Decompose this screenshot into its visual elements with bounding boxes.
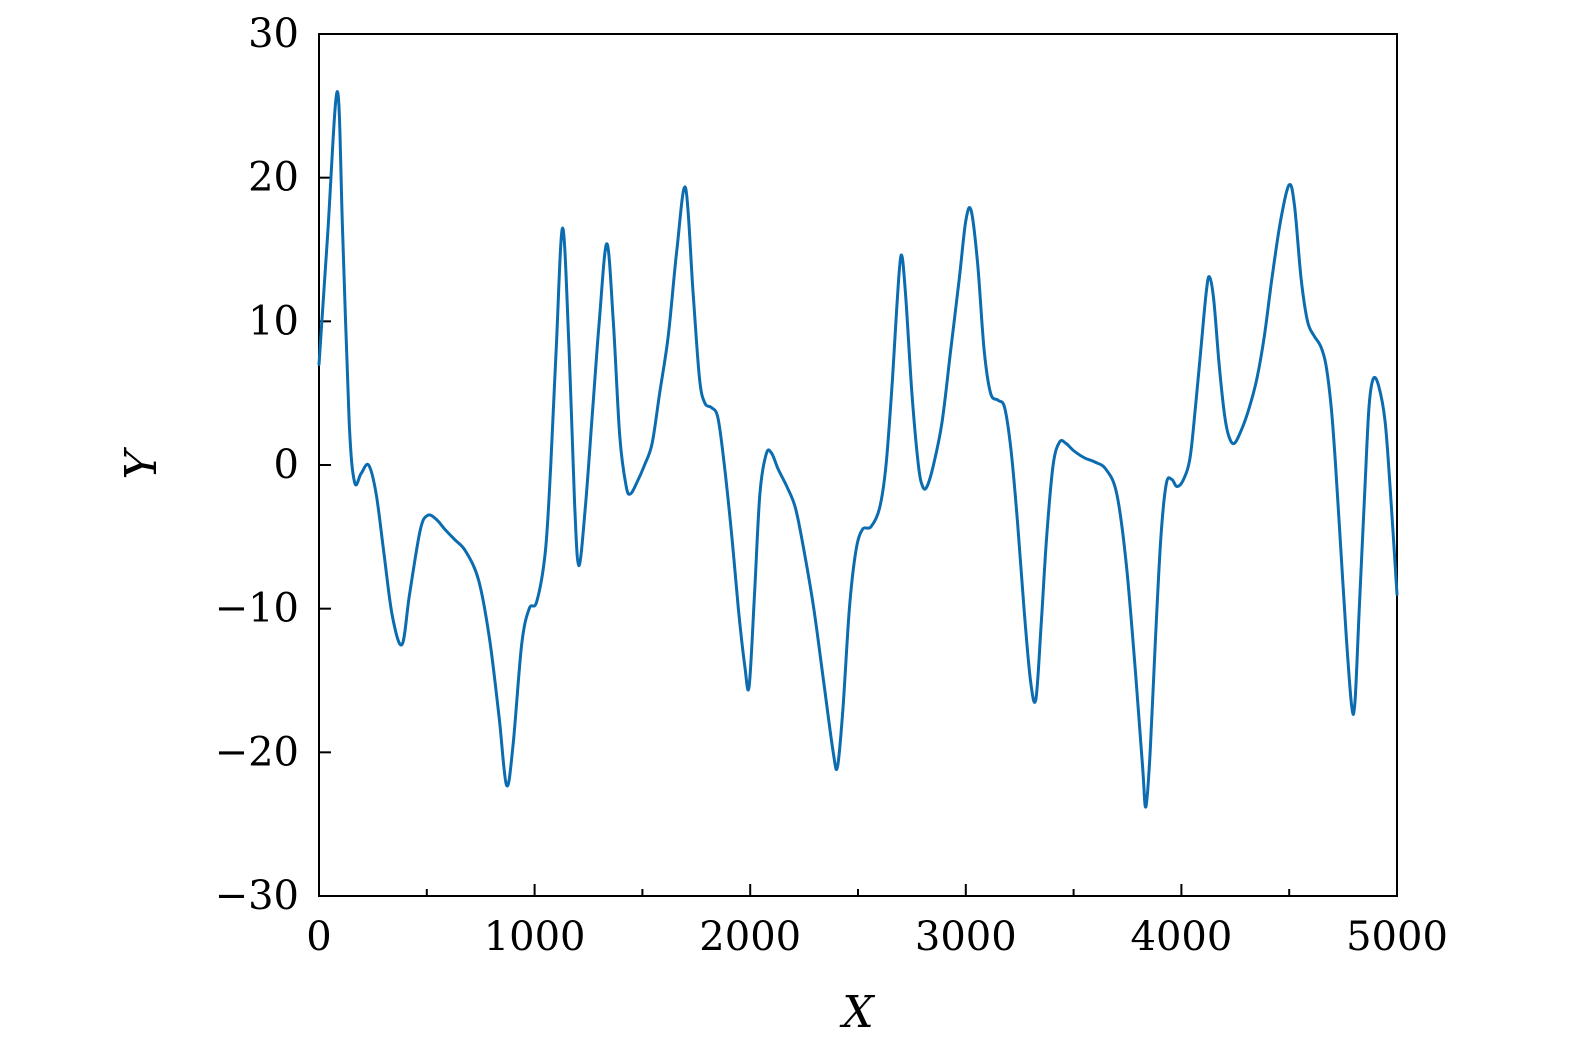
x-tick-label: 4000 (1131, 914, 1233, 960)
tick-labels: 0 1000 2000 3000 4000 5000 −30 −20 −10 0 10 20 30 (215, 11, 1448, 960)
y-tick-label: 10 (248, 298, 299, 344)
y-tick-label: −30 (215, 873, 299, 919)
y-tick-label: −20 (215, 729, 299, 775)
x-tick-label: 0 (306, 914, 331, 960)
y-axis-label: Y (116, 447, 167, 480)
x-tick-label: 2000 (699, 914, 801, 960)
y-tick-label: 0 (274, 442, 299, 488)
x-axis-label: X (839, 987, 875, 1038)
y-tick-label: −10 (215, 586, 299, 632)
x-tick-label: 3000 (915, 914, 1017, 960)
x-tick-label: 5000 (1346, 914, 1448, 960)
tick-marks (318, 33, 1398, 897)
series-line (317, 89, 1399, 809)
y-tick-label: 30 (248, 11, 299, 57)
y-tick-label: 20 (248, 155, 299, 201)
plot-frame (318, 33, 1398, 897)
x-tick-label: 1000 (484, 914, 586, 960)
